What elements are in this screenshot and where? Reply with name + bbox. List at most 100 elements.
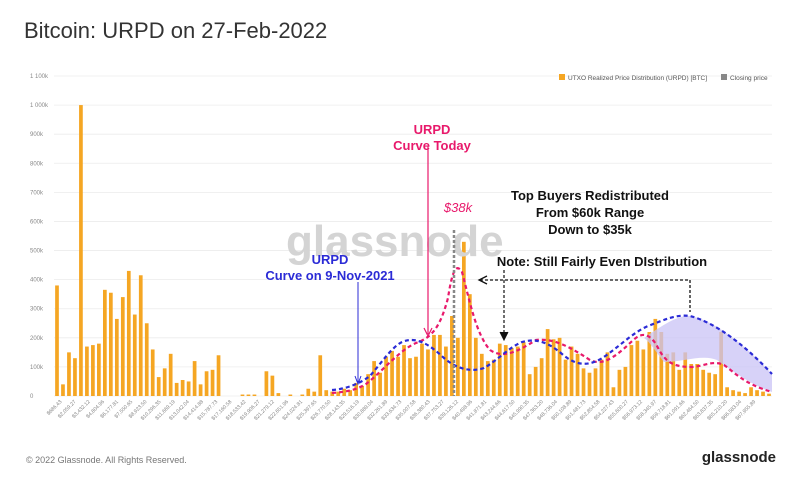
urpd-bar [132,314,137,396]
urpd-bar [186,381,191,396]
urpd-bar [79,105,83,396]
urpd-bar [180,380,185,396]
urpd-bar [91,345,95,396]
urpd-bar [653,318,658,396]
urpd-bar [162,368,167,396]
redistribution-area [644,315,772,392]
urpd-nov-label-line1: URPD [312,252,349,267]
urpd-bar [276,393,281,396]
urpd-bar [491,359,496,396]
urpd-bar [348,390,353,396]
urpd-bar [414,356,418,396]
urpd-bar [611,387,616,396]
urpd-bar [114,318,119,396]
urpd-bar [366,374,370,396]
urpd-bar [174,382,179,396]
urpd-bar [324,390,329,396]
urpd-bar [444,346,448,396]
urpd-bar [138,275,143,396]
urpd-bar [240,394,245,396]
urpd-bar [515,346,520,396]
y-tick-label: 300k [30,307,44,313]
page-title: Bitcoin: URPD on 27-Feb-2022 [24,18,328,43]
urpd-bar [150,349,155,396]
urpd-bar [402,345,406,396]
urpd-bar [569,346,574,396]
urpd-bar [497,343,502,396]
today-arrow-head [423,327,433,338]
urpd-bar [126,270,131,396]
urpd-bar [312,391,317,396]
urpd-bar [545,329,550,396]
urpd-bar [85,346,89,396]
urpd-bar [108,292,113,396]
urpd-bar [216,355,221,396]
note-arrow-head [499,331,509,342]
urpd-bar [755,390,759,396]
urpd-bar [288,394,293,396]
legend-swatch-urpd [559,74,565,80]
urpd-bar [677,369,682,396]
y-tick-label: 0 [30,394,34,400]
urpd-bar [156,377,161,396]
urpd-bar [635,340,640,396]
urpd-bar [671,352,676,396]
y-tick-label: 200k [30,336,44,342]
urpd-bar [450,316,454,396]
urpd-bar [210,369,215,396]
urpd-bar [252,394,257,396]
urpd-bar [270,375,275,396]
urpd-bar [587,372,592,396]
urpd-curve-today [331,267,773,395]
nov-arrow-head [354,375,362,386]
urpd-bar [420,343,424,396]
urpd-bar [336,391,341,396]
urpd-bar [749,387,753,396]
urpd-bar [647,332,652,396]
urpd-bar [342,388,347,396]
urpd-bar [198,384,203,396]
urpd-bar [144,323,149,396]
urpd-bar [61,384,65,396]
top-buyers-line3: Down to $35k [548,222,633,237]
urpd-bar [683,352,688,396]
urpd-bar [246,394,251,396]
urpd-bar [390,350,394,396]
urpd-bar [479,353,484,396]
urpd-bar [533,366,538,396]
legend: UTXO Realized Price Distribution (URPD) … [559,74,768,82]
urpd-bar [581,368,586,396]
top-buyers-line2: From $60k Range [536,205,644,220]
bar-series [55,105,771,396]
urpd-bar [408,358,412,396]
urpd-bar [360,385,364,396]
watermark: glassnode [286,217,504,266]
urpd-bar [767,393,771,396]
legend-label-urpd: UTXO Realized Price Distribution (URPD) … [568,75,707,82]
urpd-curve-nov-2021 [331,314,773,392]
urpd-bar [384,356,388,396]
urpd-bar [665,353,670,396]
urpd-bar [467,294,472,396]
urpd-nov-label-line2: Curve on 9-Nov-2021 [265,268,394,283]
urpd-bar [659,332,664,396]
urpd-bar [695,364,700,396]
urpd-bar [55,285,59,396]
urpd-bar [725,387,729,396]
chart-frame: 0 100k 200k 300k 400k 500k 600k 700k 800k 900k 1 0… [24,62,776,432]
redistribution-arrow-head [477,275,488,285]
urpd-bar [641,349,646,396]
y-tick-label: 700k [30,190,44,196]
legend-label-closing: Closing price [730,75,768,82]
urpd-bar [713,374,718,396]
urpd-bar [605,352,610,396]
y-axis-ticks: 0 100k 200k 300k 400k 500k 600k 700k 800k 900k 1 0… [30,74,49,400]
urpd-bar [103,289,107,396]
urpd-bar [689,364,694,396]
urpd-bar [743,393,747,396]
urpd-bar [438,334,442,396]
y-tick-label: 1 100k [30,74,49,80]
urpd-bar [551,339,556,396]
urpd-bar [378,372,382,396]
urpd-bar [593,368,598,396]
